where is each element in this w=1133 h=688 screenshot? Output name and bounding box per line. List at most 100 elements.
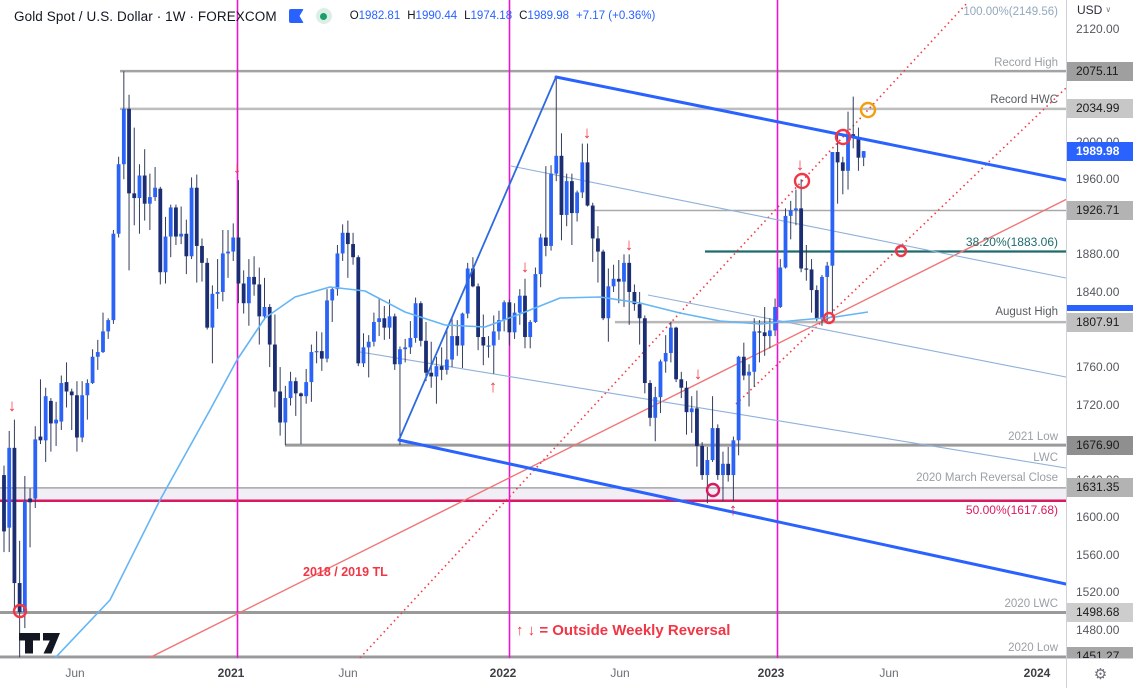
chart-label: August High	[995, 306, 1058, 318]
candle-body	[33, 439, 38, 499]
candle-body	[554, 155, 559, 174]
candle-body	[747, 371, 751, 376]
candle-body	[569, 181, 574, 214]
time-label-2021: 2021	[217, 666, 245, 680]
candle-body	[590, 205, 595, 239]
candle-body	[637, 304, 642, 319]
candle-body	[648, 383, 652, 418]
candle-body	[668, 327, 673, 353]
candle-body	[523, 295, 527, 338]
ring-marker[interactable]	[12, 603, 28, 619]
axis-settings-corner: ⚙	[1066, 658, 1133, 688]
candle-body	[434, 366, 439, 377]
trendline-rising-dotted-2[interactable]	[735, 87, 1066, 405]
candle-body	[132, 193, 137, 199]
candle-body	[622, 262, 626, 282]
ring-marker[interactable]	[793, 172, 811, 190]
candle-body	[54, 419, 58, 424]
candle-body	[674, 327, 678, 380]
candle-body	[653, 397, 658, 418]
trendline-channel-origin[interactable]	[398, 76, 557, 441]
candle-body	[471, 268, 475, 287]
ring-marker[interactable]	[705, 482, 721, 498]
time-label-2023: 2023	[757, 666, 785, 680]
time-label-jun: Jun	[65, 666, 85, 680]
candle-body	[465, 268, 470, 314]
price-level-badge: 1631.35	[1067, 478, 1133, 498]
flag-icon[interactable]	[288, 9, 304, 23]
candle-body	[361, 347, 366, 364]
time-axis[interactable]: Jun 2021 Jun 2022 Jun 2023 Jun 2024	[0, 658, 1066, 688]
candle-body	[736, 356, 741, 441]
ohlc-c: C1989.98	[519, 10, 569, 22]
trendline-channel-bottom[interactable]	[397, 438, 1066, 586]
time-label-jun: Jun	[338, 666, 358, 680]
candle-body	[59, 383, 64, 422]
moving-average-line[interactable]	[54, 286, 869, 658]
candle-body	[642, 318, 647, 384]
trendline-channel-top[interactable]	[554, 75, 1066, 182]
candle-body	[418, 303, 423, 341]
time-label-2024: 2024	[1023, 666, 1051, 680]
candle-body	[825, 265, 830, 277]
price-tick: 1960.00	[1076, 172, 1120, 187]
candle-body	[147, 197, 152, 204]
candle-body	[835, 152, 840, 163]
change-value: +7.17 (+0.36%)	[576, 10, 656, 22]
candle-body	[22, 501, 27, 613]
price-tick: 1840.00	[1076, 284, 1120, 299]
candle-body	[111, 233, 116, 321]
candle-body	[372, 322, 376, 342]
market-status-icon[interactable]	[315, 8, 332, 24]
candle-body	[773, 306, 777, 331]
candle-body	[450, 336, 454, 360]
trendline-channel-inner-upper[interactable]	[510, 165, 1066, 279]
reversal-close-band	[0, 487, 1066, 501]
candle-body	[340, 232, 345, 254]
candle-body	[127, 108, 131, 194]
trendline-rising-dotted-1[interactable]	[359, 1, 969, 658]
down-arrow-marker: ↓	[583, 123, 592, 142]
candle-body	[814, 290, 819, 320]
candle-body	[2, 475, 6, 532]
price-axis[interactable]: USD∨ 2120.002000.001960.001880.001840.00…	[1066, 0, 1133, 667]
ring-marker[interactable]	[894, 244, 908, 258]
chart-label: 2020 March Reversal Close	[916, 472, 1058, 484]
ring-marker[interactable]	[822, 311, 836, 325]
chart-label: 50.00%(1617.68)	[966, 503, 1058, 517]
ring-marker[interactable]	[859, 101, 877, 119]
candle-body	[408, 337, 413, 348]
candle-body	[174, 207, 178, 237]
candle-body	[533, 274, 538, 323]
ring-marker[interactable]	[834, 128, 852, 146]
candle-body	[382, 318, 387, 328]
gear-icon[interactable]: ⚙	[1093, 666, 1108, 683]
candle-body	[356, 257, 361, 364]
candle-body	[7, 447, 12, 528]
candle-body	[335, 253, 340, 290]
chart-label: Record High	[994, 57, 1058, 69]
candle-body	[444, 359, 449, 370]
currency-label[interactable]: USD ∨	[1067, 3, 1133, 17]
candle-body	[158, 188, 163, 273]
ohlc-o: O1982.81	[349, 10, 401, 22]
candle-body	[101, 331, 105, 353]
tradingview-logo-icon[interactable]	[18, 632, 64, 656]
chart-canvas[interactable]: ↓ ↓ ↓ ↓ ↓ ↓ ↓ ↑ ↑ 100.00%(2149.56) Record High Reco…	[0, 0, 1066, 658]
candle-body	[387, 316, 392, 328]
candle-body	[543, 237, 548, 246]
time-label-jun: Jun	[610, 666, 630, 680]
trendline-2018-2019-trendline[interactable]	[148, 198, 1066, 659]
candle-body	[392, 316, 397, 365]
symbol-title[interactable]: Gold Spot / U.S. Dollar · 1W · FOREXCOM	[14, 8, 277, 24]
candle-body	[215, 291, 220, 294]
candle-body	[299, 393, 303, 397]
candle-body	[220, 253, 225, 292]
price-marker-strip	[1067, 305, 1133, 311]
chart-label: ↑ ↓ = Outside Weekly Reversal	[516, 622, 730, 639]
trendline-channel-inner-mid[interactable]	[647, 294, 1066, 378]
candlestick-chart[interactable]: ↓ ↓ ↓ ↓ ↓ ↓ ↓ ↑ ↑ 100.00%(2149.56) Record High Reco…	[0, 0, 1066, 658]
candle-body	[585, 162, 590, 206]
price-level-badge: 2075.11	[1067, 61, 1133, 81]
candle-body	[267, 306, 272, 345]
